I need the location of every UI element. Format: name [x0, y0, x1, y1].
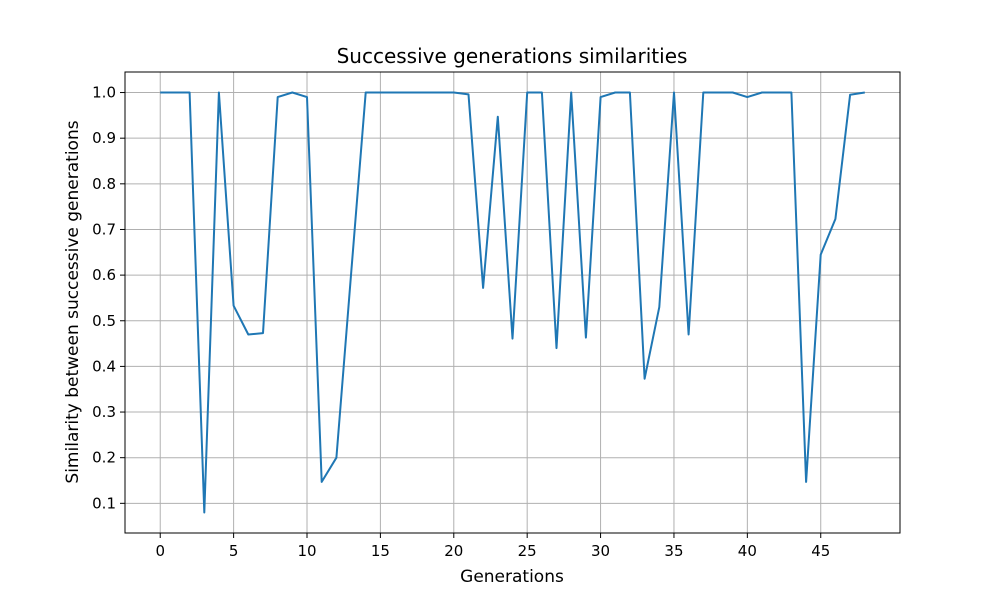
chart-title: Successive generations similarities: [337, 44, 688, 68]
y-tick-label: 0.5: [92, 312, 116, 330]
y-tick-label: 0.1: [92, 494, 116, 512]
y-tick-label: 0.7: [92, 220, 116, 238]
y-tick-label: 1.0: [92, 84, 116, 102]
x-tick-label: 15: [371, 542, 390, 560]
x-tick-label: 45: [811, 542, 830, 560]
x-tick-label: 0: [155, 542, 165, 560]
x-tick-label: 30: [591, 542, 610, 560]
y-tick-label: 0.4: [92, 357, 116, 375]
x-tick-label: 5: [229, 542, 239, 560]
x-tick-label: 35: [664, 542, 683, 560]
similarity-series-line: [160, 91, 865, 514]
y-tick-label: 0.3: [92, 403, 116, 421]
y-tick-label: 0.9: [92, 129, 116, 147]
x-tick-label: 20: [444, 542, 463, 560]
x-tick-label: 40: [738, 542, 757, 560]
y-tick-label: 0.6: [92, 266, 116, 284]
y-tick-label: 0.2: [92, 449, 116, 467]
plot-area-frame: [124, 71, 901, 534]
x-tick-label: 25: [518, 542, 537, 560]
y-tick-label: 0.8: [92, 175, 116, 193]
grid-lines: [125, 72, 900, 533]
x-tick-label: 10: [297, 542, 316, 560]
x-axis-label: Generations: [460, 567, 564, 587]
y-axis-ticks: 0.1 0.2 0.3 0.4 0.5 0.6 0.7 0.8 0.9 1.0: [92, 84, 125, 512]
y-axis-label: Similarity between successive generation…: [63, 120, 83, 483]
x-axis-ticks: 0 5 10 15 20 25 30 35 40 45: [155, 533, 830, 560]
